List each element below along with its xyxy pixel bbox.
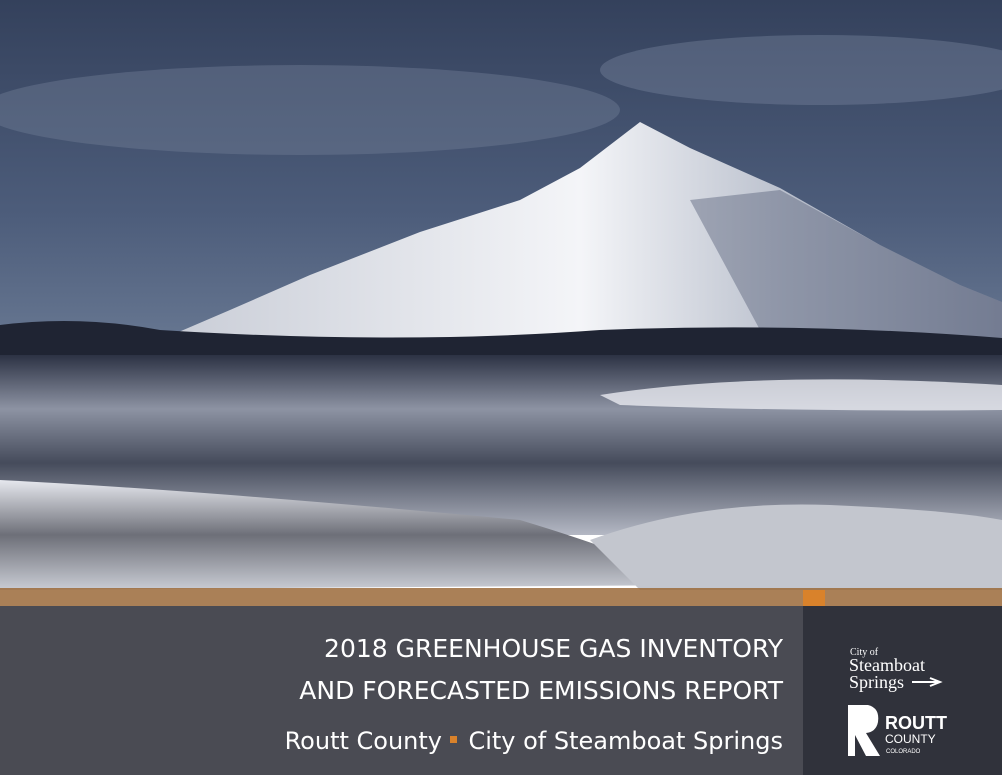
cloud (0, 65, 620, 155)
cover-page: 2018 GREENHOUSE GAS INVENTORY AND FORECA… (0, 0, 1002, 775)
logo-text: Springs (849, 672, 904, 692)
accent-strip (0, 588, 1002, 606)
logo-text: ROUTT (885, 713, 947, 733)
title-line: AND FORECASTED EMISSIONS REPORT (299, 676, 783, 705)
logo-text: COUNTY (885, 732, 936, 746)
logo-text: COLORADO (886, 749, 921, 755)
title-line: 2018 GREENHOUSE GAS INVENTORY (324, 634, 784, 663)
subtitle-right: City of Steamboat Springs (468, 727, 783, 755)
accent-block (803, 590, 825, 606)
separator-dot (450, 736, 457, 743)
subtitle-left: Routt County (285, 727, 442, 755)
